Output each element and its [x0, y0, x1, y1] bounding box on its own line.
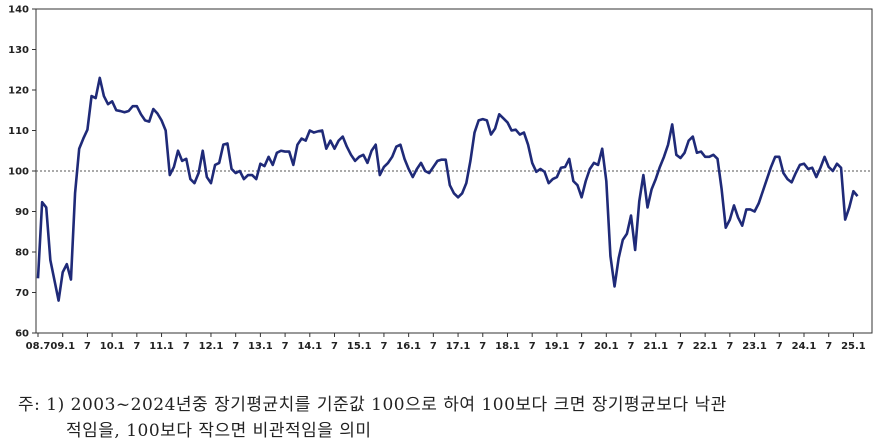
x-tick-label: 17.1 [446, 341, 471, 350]
x-tick-label: 7 [677, 341, 684, 350]
y-tick-label: 70 [15, 288, 29, 299]
y-tick-label: 130 [8, 45, 29, 56]
x-tick-label: 7 [331, 341, 338, 350]
y-axis: 60 70 80 90 100 110 120 130 140 [8, 5, 36, 340]
x-tick-label: 16.1 [396, 341, 421, 350]
x-tick-label: 7 [825, 341, 832, 350]
x-tick-label: 11.1 [149, 341, 174, 350]
footnote-line-1: 주: 1) 2003~2024년중 장기평균치를 기준값 100으로 하여 10… [18, 395, 727, 415]
x-tick-label: 7 [183, 341, 190, 350]
series-line [36, 76, 859, 302]
x-tick-label: 18.1 [495, 341, 520, 350]
footnote-line-2: 적임을, 100보다 작으면 비관적임을 의미 [66, 421, 372, 441]
x-tick-label: 13.1 [248, 341, 273, 350]
x-tick-label: 19.1 [545, 341, 570, 350]
x-tick-label: 7 [776, 341, 783, 350]
y-tick-label: 90 [15, 207, 29, 218]
plot-area [35, 8, 873, 334]
x-tick-label: 20.1 [594, 341, 619, 350]
x-tick-label: 08.7 [26, 341, 51, 350]
x-tick-label: 7 [628, 341, 635, 350]
x-tick-label: 22.1 [693, 341, 718, 350]
chart: 60 70 80 90 100 110 120 130 140 08.7 09.1 7 10.1 7 11… [8, 5, 873, 350]
x-tick-label: 7 [726, 341, 733, 350]
y-tick-label: 110 [8, 126, 29, 137]
line-chart: 60 70 80 90 100 110 120 130 140 08.7 09.1 7 10.1 7 11… [8, 5, 873, 350]
y-tick-label: 60 [15, 329, 29, 340]
x-tick-label: 7 [84, 341, 91, 350]
y-tick-label: 80 [15, 248, 29, 259]
x-tick-label: 21.1 [643, 341, 668, 350]
x-tick-label: 7 [380, 341, 387, 350]
x-tick-label: 12.1 [199, 341, 224, 350]
x-tick-label: 7 [282, 341, 289, 350]
y-tick-label: 120 [8, 86, 29, 97]
x-tick-label: 7 [479, 341, 486, 350]
x-tick-label: 24.1 [792, 341, 817, 350]
y-tick-label: 100 [8, 167, 29, 178]
x-tick-label: 25.1 [841, 341, 866, 350]
y-tick-label: 140 [8, 5, 29, 16]
x-tick-label: 7 [430, 341, 437, 350]
x-tick-label: 09.1 [50, 341, 75, 350]
x-tick-label: 7 [133, 341, 140, 350]
x-tick-label: 7 [578, 341, 585, 350]
x-axis: 08.7 09.1 7 10.1 7 11.1 7 12.1 7 13.1 7 14.1 7 15.1 7 1… [26, 333, 866, 350]
x-tick-label: 14.1 [297, 341, 322, 350]
x-tick-label: 7 [232, 341, 239, 350]
x-tick-label: 10.1 [100, 341, 125, 350]
x-tick-label: 15.1 [347, 341, 372, 350]
x-tick-label: 7 [529, 341, 536, 350]
x-tick-label: 23.1 [742, 341, 767, 350]
